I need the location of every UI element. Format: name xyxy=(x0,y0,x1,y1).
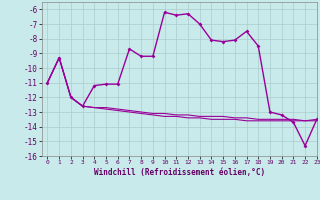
X-axis label: Windchill (Refroidissement éolien,°C): Windchill (Refroidissement éolien,°C) xyxy=(94,168,265,177)
